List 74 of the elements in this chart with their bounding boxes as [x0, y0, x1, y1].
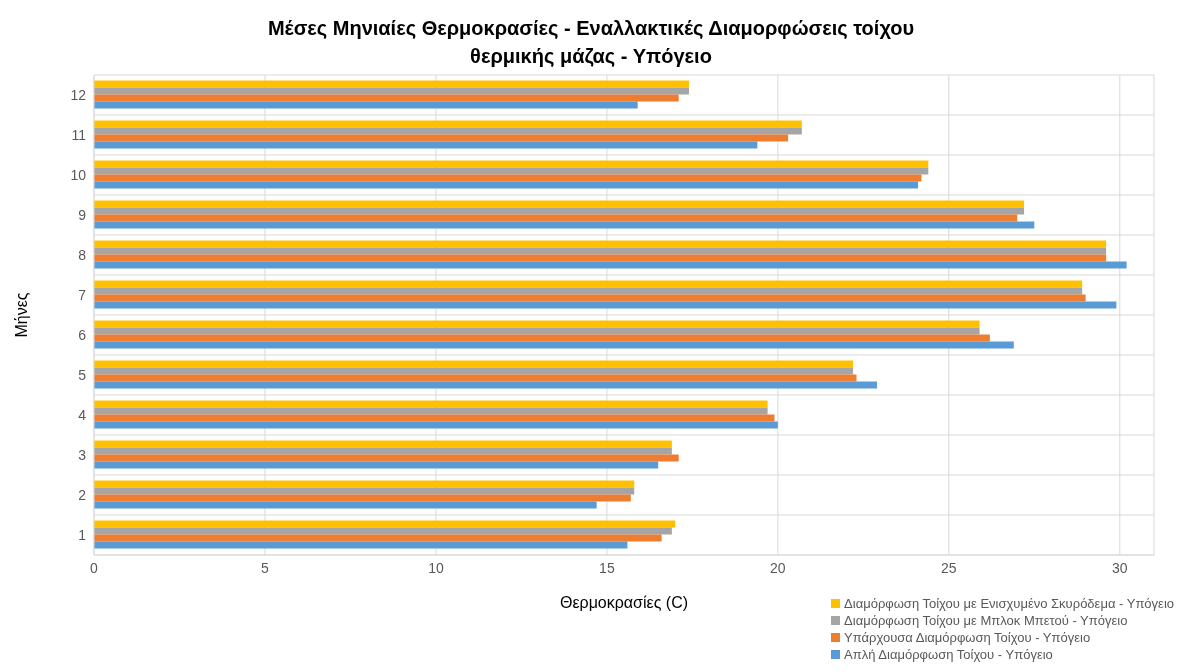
- bar: [94, 527, 672, 535]
- bar: [94, 181, 919, 189]
- bar: [94, 160, 929, 168]
- bar: [94, 94, 679, 102]
- bar: [94, 447, 672, 455]
- bar: [94, 167, 929, 175]
- bar: [94, 127, 802, 135]
- x-tick-label: 25: [941, 559, 957, 576]
- y-tick-label: 4: [78, 406, 87, 423]
- bar: [94, 341, 1014, 349]
- bar: [94, 80, 689, 88]
- bar: [94, 254, 1107, 262]
- bar: [94, 454, 679, 462]
- bar: [94, 141, 758, 149]
- y-tick-label: 1: [78, 526, 87, 543]
- x-tick-label: 20: [770, 559, 786, 576]
- x-tick-label: 5: [261, 559, 270, 576]
- x-tick-label: 0: [90, 559, 99, 576]
- y-tick-label: 7: [78, 286, 87, 303]
- bar: [94, 440, 672, 448]
- y-tick-label: 8: [78, 246, 87, 263]
- bar: [94, 320, 980, 328]
- y-tick-label: 10: [70, 166, 87, 183]
- bar: [94, 501, 597, 509]
- bar: [94, 294, 1086, 302]
- y-tick-label: 3: [78, 446, 87, 463]
- legend-label: Απλή Διαμόρφωση Τοίχου - Υπόγειο: [844, 646, 1053, 663]
- y-axis-title: Μήνες: [13, 292, 31, 338]
- x-axis-title: Θερμοκρασίες (C): [559, 594, 689, 611]
- y-tick-label: 12: [70, 86, 87, 103]
- x-tick-label: 30: [1112, 559, 1128, 576]
- bar: [94, 214, 1018, 222]
- bar: [94, 87, 689, 95]
- bar: [94, 400, 768, 408]
- bar: [94, 280, 1083, 288]
- bar: [94, 374, 857, 382]
- bar: [94, 360, 854, 368]
- y-tick-label: 5: [78, 366, 87, 383]
- bar: [94, 134, 789, 142]
- bar: [94, 494, 631, 502]
- y-tick-label: 2: [78, 486, 87, 503]
- bar: [94, 240, 1107, 248]
- bar: [94, 327, 980, 335]
- bar: [94, 407, 768, 415]
- bar: [94, 367, 854, 375]
- bar: [94, 287, 1083, 295]
- bar: [94, 487, 635, 495]
- bar: [94, 520, 676, 528]
- legend-label: Διαμόρφωση Τοίχου με Ενισχυμένο Σκυρόδεμα - Υπόγειο: [844, 595, 1174, 612]
- bar: [94, 480, 635, 488]
- x-tick-label: 10: [428, 559, 444, 576]
- legend-label: Υπάρχουσα Διαμόρφωση Τοίχου - Υπόγειο: [844, 629, 1091, 646]
- bar: [94, 247, 1107, 255]
- bar: [94, 200, 1025, 208]
- bar: [94, 461, 659, 469]
- bar: [94, 207, 1025, 215]
- legend-label: Διαμόρφωση Τοίχου με Μπλοκ Μπετού - Υπόγειο: [844, 612, 1128, 629]
- chart-title: Μέσες Μηνιαίες Θερμοκρασίες - Εναλλακτικές Διαμορφώσεις τοίχου θερμικής μάζας - Υπόγειο: [266, 16, 916, 69]
- bar: [94, 334, 990, 342]
- bar: [94, 541, 628, 549]
- bar: [94, 120, 802, 128]
- bar: [94, 261, 1127, 269]
- bar: [94, 221, 1035, 229]
- bar: [94, 421, 778, 429]
- bar: [94, 174, 922, 182]
- x-tick-label: 15: [599, 559, 615, 576]
- bar: [94, 534, 662, 542]
- y-tick-label: 11: [71, 126, 87, 143]
- bar: [94, 414, 775, 422]
- bar: [94, 101, 638, 109]
- bar: [94, 301, 1117, 309]
- y-tick-label: 9: [78, 206, 87, 223]
- bar: [94, 381, 878, 389]
- y-tick-label: 6: [78, 326, 87, 343]
